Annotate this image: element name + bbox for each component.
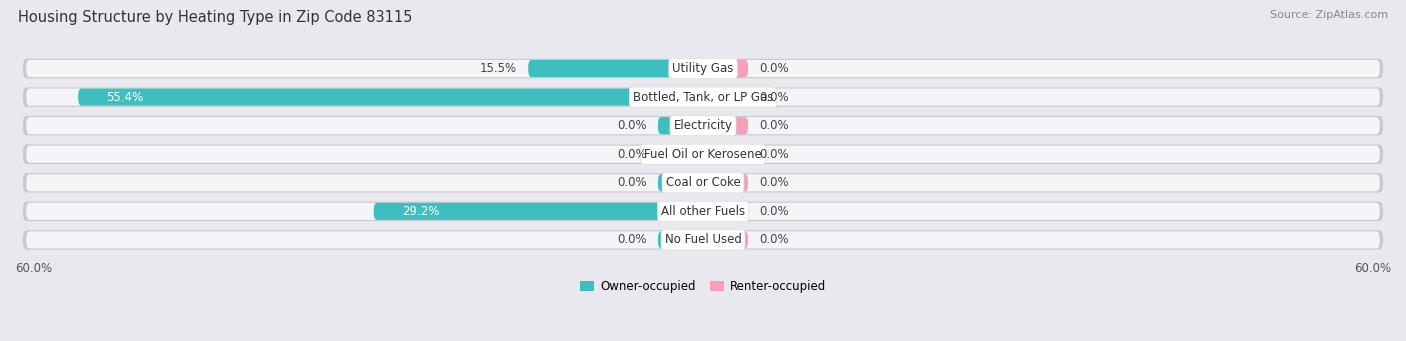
Text: 0.0%: 0.0% <box>759 205 789 218</box>
FancyBboxPatch shape <box>703 174 748 191</box>
FancyBboxPatch shape <box>529 60 703 77</box>
FancyBboxPatch shape <box>658 174 703 191</box>
FancyBboxPatch shape <box>703 146 748 163</box>
Text: 29.2%: 29.2% <box>402 205 439 218</box>
FancyBboxPatch shape <box>27 89 1379 106</box>
FancyBboxPatch shape <box>703 231 748 249</box>
FancyBboxPatch shape <box>703 117 748 134</box>
FancyBboxPatch shape <box>27 174 1379 191</box>
Text: Utility Gas: Utility Gas <box>672 62 734 75</box>
FancyBboxPatch shape <box>22 202 1384 221</box>
FancyBboxPatch shape <box>27 117 1379 134</box>
Legend: Owner-occupied, Renter-occupied: Owner-occupied, Renter-occupied <box>575 275 831 298</box>
Text: Fuel Oil or Kerosene: Fuel Oil or Kerosene <box>644 148 762 161</box>
FancyBboxPatch shape <box>27 231 1379 249</box>
Text: Bottled, Tank, or LP Gas: Bottled, Tank, or LP Gas <box>633 91 773 104</box>
Text: 0.0%: 0.0% <box>617 176 647 189</box>
Text: 0.0%: 0.0% <box>759 62 789 75</box>
FancyBboxPatch shape <box>22 116 1384 135</box>
Text: 0.0%: 0.0% <box>617 148 647 161</box>
Text: Coal or Coke: Coal or Coke <box>665 176 741 189</box>
Text: 60.0%: 60.0% <box>15 262 52 275</box>
Text: Housing Structure by Heating Type in Zip Code 83115: Housing Structure by Heating Type in Zip… <box>18 10 412 25</box>
FancyBboxPatch shape <box>703 203 748 220</box>
FancyBboxPatch shape <box>22 87 1384 107</box>
Text: 0.0%: 0.0% <box>617 119 647 132</box>
FancyBboxPatch shape <box>703 60 748 77</box>
FancyBboxPatch shape <box>79 89 703 106</box>
Text: 0.0%: 0.0% <box>617 233 647 247</box>
FancyBboxPatch shape <box>658 231 703 249</box>
FancyBboxPatch shape <box>27 203 1379 220</box>
Text: All other Fuels: All other Fuels <box>661 205 745 218</box>
FancyBboxPatch shape <box>27 146 1379 163</box>
Text: 60.0%: 60.0% <box>1354 262 1391 275</box>
Text: 0.0%: 0.0% <box>759 119 789 132</box>
FancyBboxPatch shape <box>22 173 1384 192</box>
Text: Electricity: Electricity <box>673 119 733 132</box>
FancyBboxPatch shape <box>27 60 1379 77</box>
Text: Source: ZipAtlas.com: Source: ZipAtlas.com <box>1270 10 1388 20</box>
FancyBboxPatch shape <box>658 117 703 134</box>
FancyBboxPatch shape <box>22 145 1384 164</box>
Text: 0.0%: 0.0% <box>759 233 789 247</box>
Text: 55.4%: 55.4% <box>107 91 143 104</box>
Text: 0.0%: 0.0% <box>759 148 789 161</box>
FancyBboxPatch shape <box>374 203 703 220</box>
FancyBboxPatch shape <box>703 89 748 106</box>
FancyBboxPatch shape <box>22 230 1384 250</box>
Text: 0.0%: 0.0% <box>759 91 789 104</box>
Text: 0.0%: 0.0% <box>759 176 789 189</box>
Text: No Fuel Used: No Fuel Used <box>665 233 741 247</box>
FancyBboxPatch shape <box>658 146 703 163</box>
FancyBboxPatch shape <box>22 59 1384 78</box>
Text: 15.5%: 15.5% <box>479 62 517 75</box>
